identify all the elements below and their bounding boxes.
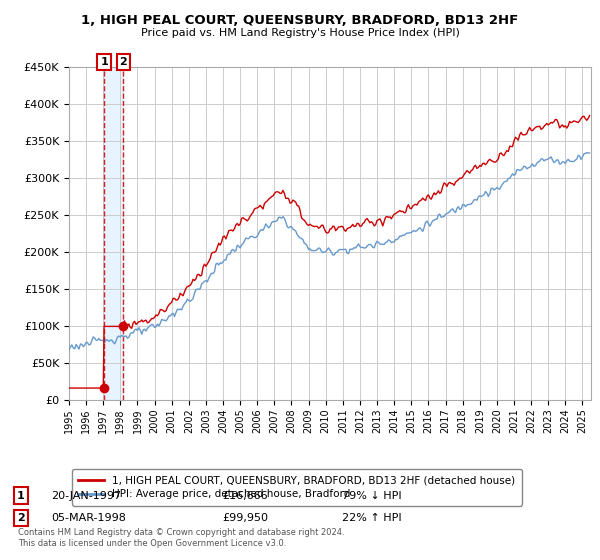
Text: 79% ↓ HPI: 79% ↓ HPI	[342, 491, 401, 501]
Text: 20-JAN-1997: 20-JAN-1997	[51, 491, 121, 501]
Text: 1: 1	[100, 57, 108, 67]
Text: 22% ↑ HPI: 22% ↑ HPI	[342, 513, 401, 523]
Text: 2: 2	[119, 57, 127, 67]
Text: Contains HM Land Registry data © Crown copyright and database right 2024.
This d: Contains HM Land Registry data © Crown c…	[18, 528, 344, 548]
Text: £16,666: £16,666	[222, 491, 268, 501]
Text: 2: 2	[17, 513, 25, 523]
Text: 1: 1	[17, 491, 25, 501]
Bar	[104, 67, 123, 400]
Text: Price paid vs. HM Land Registry's House Price Index (HPI): Price paid vs. HM Land Registry's House …	[140, 28, 460, 38]
Text: 1, HIGH PEAL COURT, QUEENSBURY, BRADFORD, BD13 2HF: 1, HIGH PEAL COURT, QUEENSBURY, BRADFORD…	[82, 14, 518, 27]
Legend: 1, HIGH PEAL COURT, QUEENSBURY, BRADFORD, BD13 2HF (detached house), HPI: Averag: 1, HIGH PEAL COURT, QUEENSBURY, BRADFORD…	[71, 469, 521, 506]
Text: 05-MAR-1998: 05-MAR-1998	[51, 513, 126, 523]
Text: £99,950: £99,950	[222, 513, 268, 523]
